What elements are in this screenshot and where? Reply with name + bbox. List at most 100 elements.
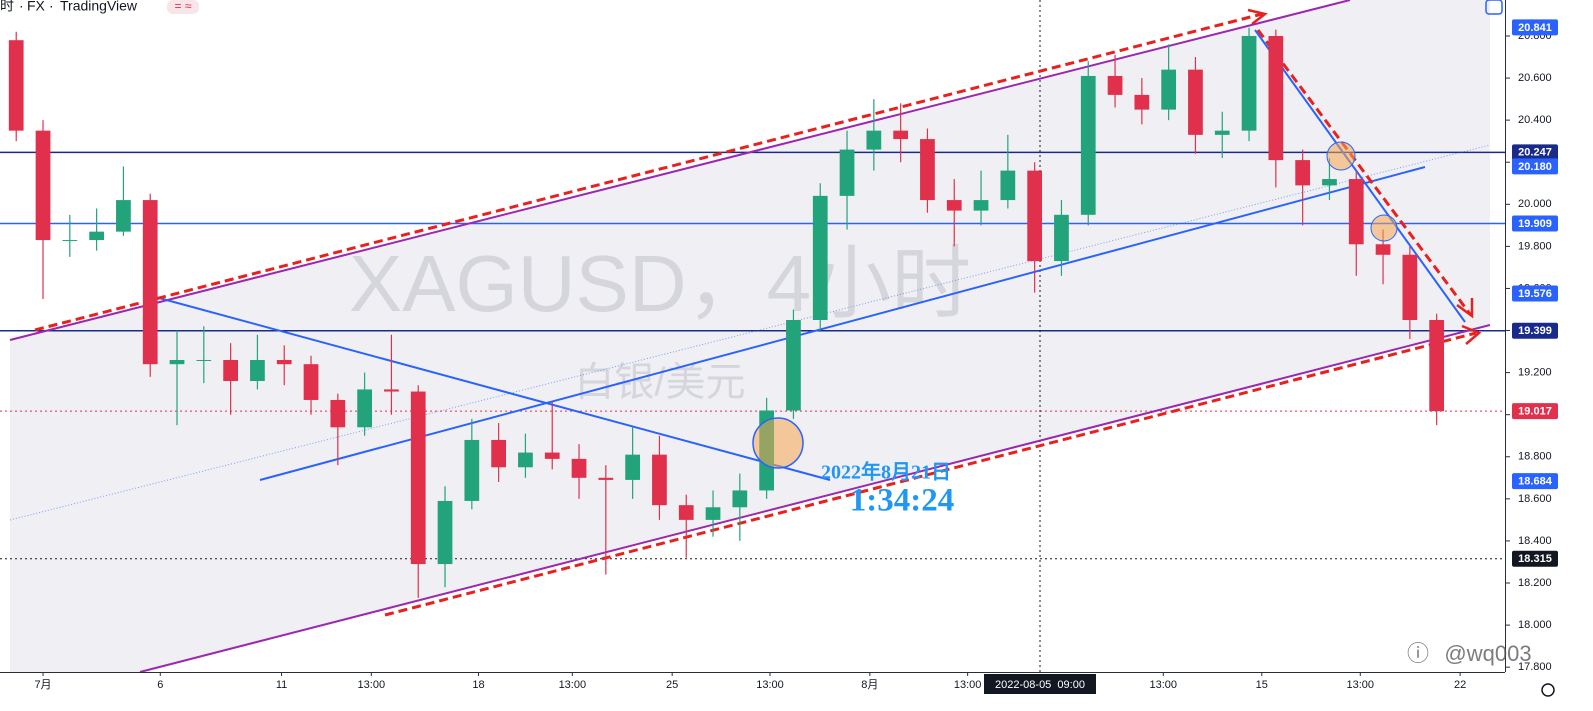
candle-body — [1214, 130, 1230, 135]
settings-button[interactable] — [1541, 683, 1555, 697]
candle-body — [625, 454, 641, 480]
y-tick-label: 20.600 — [1518, 72, 1552, 84]
time-axis — [0, 672, 1505, 706]
candle-body — [196, 359, 212, 361]
annotation-time: 1:34:24 — [850, 483, 954, 519]
price-tag — [1512, 158, 1558, 175]
price-tag-label: 20.180 — [1518, 161, 1552, 173]
candle-body — [1375, 244, 1391, 255]
candle-body — [678, 505, 694, 520]
dashed-arrow — [1256, 29, 1472, 315]
candle-body — [1027, 170, 1043, 262]
header: 时 · FX · TradingView = ≈ — [0, 0, 199, 14]
candle-body — [89, 231, 104, 241]
watermark: @wq003 — [1444, 641, 1531, 666]
header-item: 时 — [0, 0, 14, 14]
price-tag — [1512, 285, 1558, 302]
candle-body — [8, 40, 24, 131]
candle-body — [491, 439, 506, 468]
candle-body — [1402, 254, 1418, 321]
candle-body — [518, 452, 533, 468]
candle-body — [303, 364, 319, 400]
x-tick-label: 25 — [666, 679, 678, 691]
crosshair-label: 2022-08-05 09:00 — [995, 679, 1085, 691]
price-tag — [1512, 550, 1558, 567]
candle-body — [1268, 35, 1284, 161]
trend-line — [147, 294, 831, 481]
y-tick-label: 17.800 — [1518, 661, 1552, 673]
candle-body — [1322, 179, 1337, 186]
x-tick-label: 13:00 — [756, 679, 784, 691]
candle-body — [839, 149, 855, 196]
candle-body — [544, 452, 560, 459]
candle-body — [1348, 179, 1364, 245]
toolbar-button[interactable] — [1485, 0, 1503, 15]
y-tick-label: 18.400 — [1518, 535, 1552, 547]
highlight-circle — [752, 417, 804, 469]
x-tick-label: 6 — [157, 679, 163, 691]
price-tag-label: 20.841 — [1518, 22, 1552, 34]
x-tick-label: 18 — [472, 679, 484, 691]
price-tag — [1512, 144, 1558, 161]
x-tick-label: 22 — [1454, 679, 1466, 691]
y-tick-label: 18.600 — [1518, 493, 1552, 505]
y-tick-label: 20.000 — [1518, 198, 1552, 210]
highlight-circle — [1326, 141, 1356, 171]
x-tick-label: 7月 — [34, 679, 51, 691]
x-tick-label: 13:00 — [559, 679, 587, 691]
separator: · — [19, 0, 24, 14]
crosshair-label-bg — [984, 674, 1097, 694]
trend-line — [9, 144, 1491, 521]
candle-body — [705, 507, 721, 520]
price-tag — [1512, 215, 1558, 232]
candle-body — [812, 195, 828, 321]
candle-body — [1241, 35, 1257, 131]
candle-body — [866, 130, 882, 150]
y-tick-label: 20.400 — [1518, 114, 1552, 126]
candle-body — [35, 130, 51, 241]
axis-labels: 17.800 18.000 18.200 18.400 18.600 18.800 19.0… — [34, 19, 1558, 694]
status-icon[interactable]: = ≈ — [175, 0, 192, 13]
watermark-icon: ⓘ — [1407, 641, 1429, 666]
candle-body — [464, 439, 480, 501]
channel-lower — [139, 324, 1491, 673]
candle-body — [223, 359, 238, 382]
price-tag-label: 20.247 — [1518, 147, 1552, 159]
drawings — [9, 0, 1491, 673]
candle-body — [946, 200, 962, 211]
candle-body — [571, 458, 587, 478]
header-item: TradingView — [60, 0, 138, 14]
price-tag — [1512, 19, 1558, 36]
x-tick-label: 8月 — [861, 679, 878, 691]
x-tick-label: 13:00 — [358, 679, 386, 691]
candle-body — [893, 130, 909, 140]
highlight-circle — [1370, 214, 1398, 242]
x-tick-label: 13:00 — [954, 679, 982, 691]
candle-body — [652, 454, 667, 506]
price-tag-label: 18.315 — [1518, 553, 1552, 565]
price-tag — [1512, 403, 1558, 420]
price-tag-label: 19.399 — [1518, 325, 1552, 337]
candle-body — [276, 359, 292, 365]
candle-body — [142, 200, 158, 365]
candle-body — [1188, 69, 1203, 135]
candle-body — [437, 500, 453, 565]
status-pill[interactable] — [167, 0, 199, 14]
dashed-arrow — [34, 12, 1263, 332]
x-tick-label: 13:00 — [1150, 679, 1178, 691]
candle-body — [1295, 160, 1311, 186]
arrow-head — [1456, 298, 1474, 319]
y-tick-label: 19.800 — [1518, 240, 1552, 252]
arrow-head — [1461, 324, 1482, 345]
trend-line — [1254, 29, 1466, 323]
candle-body — [1080, 75, 1096, 215]
candle-body — [1429, 320, 1445, 412]
x-tick-label: 11 — [276, 679, 287, 691]
annotation-date: 2022年8月21日 — [821, 460, 951, 484]
candles — [8, 27, 1445, 598]
price-tag-label: 19.909 — [1518, 218, 1552, 230]
candle-body — [330, 399, 346, 428]
highlights — [752, 141, 1398, 469]
